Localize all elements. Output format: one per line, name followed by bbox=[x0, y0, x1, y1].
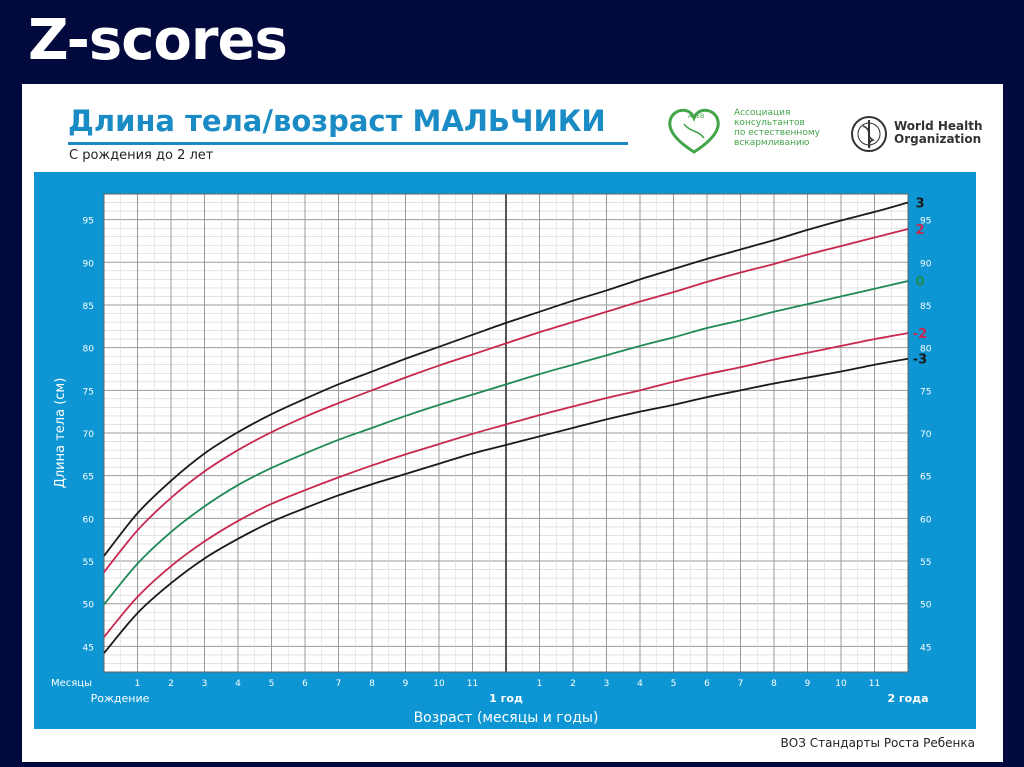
series-line-3 bbox=[103, 332, 909, 638]
y-tick-label-left: 85 bbox=[83, 302, 94, 312]
x-tick-label: 10 bbox=[835, 679, 847, 689]
who-emblem-icon bbox=[851, 116, 887, 152]
series-label-3: -2 bbox=[913, 327, 927, 342]
chart-frame: 45 45 50 50 55 55 60 60 65 65 70 70 75 75 80 80 85 85 90 90… bbox=[34, 172, 976, 729]
x-tick-label: 2 bbox=[168, 679, 174, 689]
title-underline bbox=[68, 142, 628, 145]
x-tick-label: 6 bbox=[302, 679, 308, 689]
x-year-label: Рождение bbox=[91, 692, 150, 705]
series-line-4 bbox=[103, 357, 909, 654]
x-axis-label: Возраст (месяцы и годы) bbox=[414, 710, 599, 726]
y-tick-label-left: 70 bbox=[83, 430, 95, 440]
x-tick-label: 9 bbox=[403, 679, 409, 689]
y-tick-label-right: 85 bbox=[920, 302, 931, 312]
y-tick-label-right: 60 bbox=[920, 515, 932, 525]
y-tick-label-right: 80 bbox=[920, 345, 932, 355]
x-tick-label: 4 bbox=[637, 679, 643, 689]
x-tick-label: 8 bbox=[369, 679, 375, 689]
x-year-label: 2 года bbox=[887, 692, 928, 705]
series-label-4: -3 bbox=[913, 353, 927, 368]
slide-title: Z-scores bbox=[28, 8, 288, 73]
chart-title: Длина тела/возраст МАЛЬЧИКИ bbox=[68, 104, 606, 138]
x-year-label: 1 год bbox=[489, 692, 523, 705]
association-name: Ассоциация консультантов по естественном… bbox=[734, 108, 820, 148]
x-tick-label: 10 bbox=[433, 679, 445, 689]
source-note: ВОЗ Стандарты Роста Ребенка bbox=[780, 736, 975, 750]
x-tick-label: 7 bbox=[738, 679, 744, 689]
x-tick-label: 11 bbox=[869, 679, 880, 689]
y-tick-label-left: 45 bbox=[83, 643, 94, 653]
x-tick-label: 3 bbox=[202, 679, 208, 689]
y-tick-label-right: 90 bbox=[920, 259, 932, 269]
x-tick-label: 8 bbox=[771, 679, 777, 689]
series-label-1: 2 bbox=[915, 223, 924, 238]
x-tick-label: 2 bbox=[570, 679, 576, 689]
y-tick-label-left: 75 bbox=[83, 387, 94, 397]
y-tick-label-right: 55 bbox=[920, 558, 931, 568]
series-line-2 bbox=[103, 280, 909, 606]
chart-subtitle: С рождения до 2 лет bbox=[69, 148, 214, 163]
y-tick-label-right: 50 bbox=[920, 601, 932, 611]
x-tick-label: 4 bbox=[235, 679, 241, 689]
series-line-1 bbox=[103, 228, 909, 573]
y-tick-label-right: 45 bbox=[920, 643, 931, 653]
x-tick-label: 9 bbox=[805, 679, 811, 689]
x-tick-label: 1 bbox=[135, 679, 141, 689]
y-tick-label-right: 65 bbox=[920, 473, 931, 483]
y-tick-label-left: 90 bbox=[83, 259, 95, 269]
y-tick-label-left: 55 bbox=[83, 558, 94, 568]
y-tick-label-right: 95 bbox=[920, 217, 931, 227]
x-tick-label: 6 bbox=[704, 679, 710, 689]
y-tick-label-left: 50 bbox=[83, 601, 95, 611]
who-name: World Health Organization bbox=[894, 119, 983, 146]
plot-border bbox=[103, 193, 909, 673]
series-label-0: 3 bbox=[915, 197, 924, 212]
y-tick-label-left: 95 bbox=[83, 217, 94, 227]
association-heart-logo-icon: АКЕВ bbox=[668, 108, 720, 154]
series-line-0 bbox=[103, 201, 909, 557]
x-tick-label: 1 bbox=[537, 679, 543, 689]
y-tick-label-right: 75 bbox=[920, 387, 931, 397]
y-tick-label-left: 80 bbox=[83, 345, 95, 355]
y-tick-label-right: 70 bbox=[920, 430, 932, 440]
y-tick-label-left: 65 bbox=[83, 473, 94, 483]
x-tick-label: 7 bbox=[336, 679, 342, 689]
x-unit-label: Месяцы bbox=[51, 678, 92, 689]
y-tick-label-left: 60 bbox=[83, 515, 95, 525]
x-tick-label: 5 bbox=[671, 679, 677, 689]
association-abbr: АКЕВ bbox=[688, 113, 704, 120]
x-tick-label: 3 bbox=[604, 679, 610, 689]
series-label-2: 0 bbox=[915, 275, 924, 290]
y-axis-label: Длина тела (см) bbox=[53, 378, 68, 489]
x-tick-label: 11 bbox=[467, 679, 478, 689]
chart-panel: Длина тела/возраст МАЛЬЧИКИ С рождения д… bbox=[22, 84, 1003, 762]
x-tick-label: 5 bbox=[269, 679, 275, 689]
